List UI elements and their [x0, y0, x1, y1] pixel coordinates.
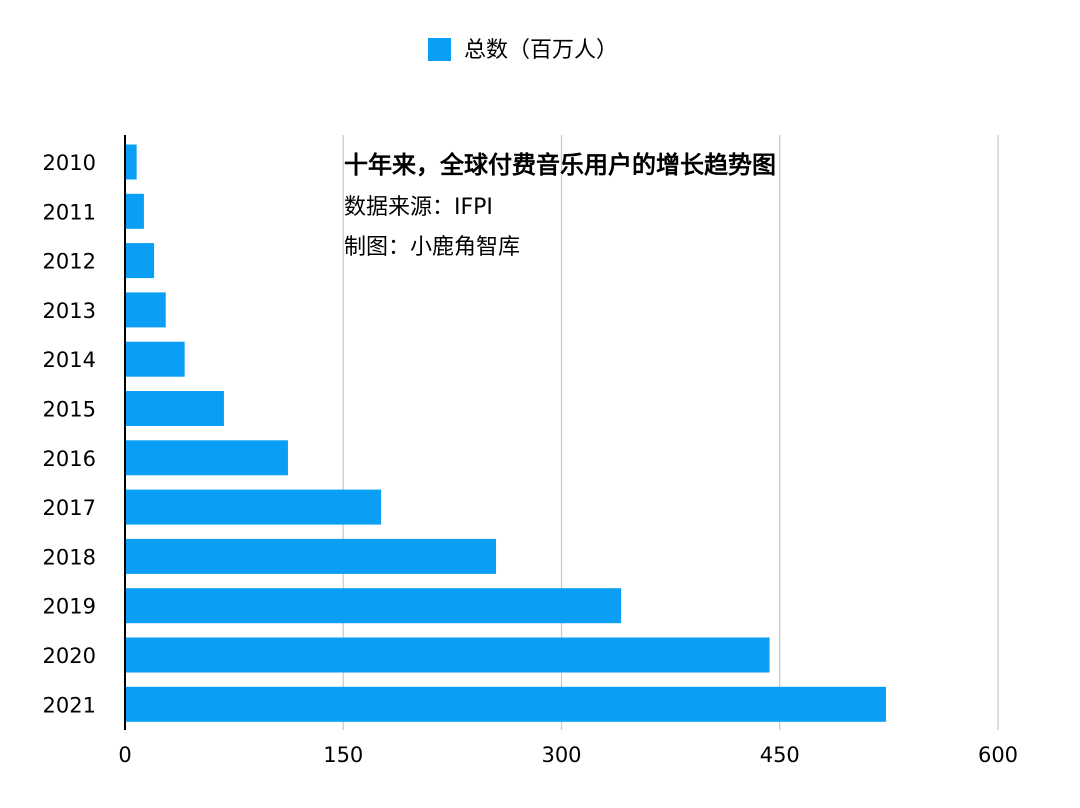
x-tick-labels: 0 150 300 450 600 — [118, 743, 1018, 767]
y-tick-label-2013: 2013 — [43, 299, 96, 323]
y-tick-label-2020: 2020 — [43, 644, 96, 668]
y-tick-label-2016: 2016 — [43, 447, 96, 471]
y-tick-label-2014: 2014 — [43, 348, 96, 372]
x-tick-label-150: 150 — [323, 743, 363, 767]
y-tick-label-2019: 2019 — [43, 595, 96, 619]
annotation: 十年来，全球付费音乐用户的增长趋势图 数据来源：IFPI 制图：小鹿角智库 — [344, 151, 776, 260]
y-tick-label-2017: 2017 — [43, 496, 96, 520]
bar-2020 — [125, 637, 770, 673]
y-tick-label-2018: 2018 — [43, 545, 96, 569]
y-tick-label-2021: 2021 — [43, 693, 96, 717]
y-tick-label-2011: 2011 — [43, 200, 96, 224]
bar-2011 — [125, 193, 144, 229]
bar-2021 — [125, 686, 886, 722]
bar-2018 — [125, 538, 497, 574]
bar-2019 — [125, 588, 622, 624]
bar-2014 — [125, 341, 185, 377]
chart-annotation-maker: 制图：小鹿角智库 — [344, 235, 520, 260]
x-tick-label-0: 0 — [118, 743, 131, 767]
chart-annotation-source: 数据来源：IFPI — [344, 195, 493, 220]
x-tick-label-300: 300 — [541, 743, 581, 767]
y-tick-label-2012: 2012 — [43, 250, 96, 274]
legend-swatch — [428, 38, 451, 61]
bar-2012 — [125, 243, 155, 279]
gridlines — [342, 135, 999, 730]
y-tick-label-2010: 2010 — [43, 151, 96, 175]
bars — [125, 144, 886, 722]
bar-2017 — [125, 489, 382, 525]
legend-label: 总数（百万人） — [464, 38, 618, 63]
bar-2010 — [125, 144, 137, 180]
x-tick-label-600: 600 — [978, 743, 1018, 767]
legend: 总数（百万人） — [428, 38, 618, 63]
bar-2015 — [125, 391, 224, 426]
bar-2013 — [125, 292, 166, 328]
chart-annotation-title: 十年来，全球付费音乐用户的增长趋势图 — [344, 151, 776, 179]
y-tick-label-2015: 2015 — [43, 398, 96, 422]
y-tick-labels: 2010 2011 2012 2013 2014 2015 2016 2017 2018 2019… — [43, 151, 96, 717]
x-tick-label-450: 450 — [760, 743, 800, 767]
bar-2016 — [125, 440, 288, 476]
